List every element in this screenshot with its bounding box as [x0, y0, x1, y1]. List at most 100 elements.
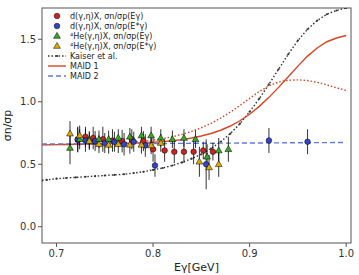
legend-label: MAID 1 — [70, 62, 99, 71]
data-point — [105, 141, 112, 147]
legend-line — [48, 65, 66, 66]
data-point — [162, 148, 168, 154]
line-point — [113, 174, 115, 176]
line-point — [239, 123, 241, 125]
line-point — [162, 167, 164, 169]
line-point — [306, 28, 308, 30]
y-tick — [38, 101, 42, 102]
data-point — [67, 130, 74, 136]
data-point — [152, 163, 158, 169]
data-point — [96, 141, 103, 147]
data-point — [171, 149, 177, 155]
data-point — [305, 139, 311, 145]
data-point — [67, 144, 74, 150]
line-point — [152, 169, 154, 171]
data-point — [138, 141, 145, 147]
data-point — [204, 153, 211, 159]
data-point — [105, 136, 112, 142]
data-point — [210, 149, 216, 155]
data-point — [126, 133, 133, 139]
line-point — [123, 173, 125, 175]
line-point — [55, 178, 57, 180]
x-tick — [56, 243, 57, 247]
data-point — [215, 161, 222, 167]
legend-label: ⁴He(γ,η)X, σn/σp(E*γ) — [70, 42, 156, 51]
data-point — [115, 134, 122, 140]
line-point — [75, 176, 77, 178]
legend: d(γ,η)X, σn/σp(Eγ)d(γ,η)X, σn/σp(E*γ)⁴He… — [48, 12, 156, 81]
data-point — [266, 138, 272, 144]
series-line — [42, 8, 346, 181]
line-point — [258, 98, 260, 100]
plot-area — [42, 8, 347, 189]
data-point — [148, 132, 155, 138]
data-point — [215, 147, 222, 153]
line-point — [133, 172, 135, 174]
plot-frame — [42, 8, 351, 243]
line-point — [42, 179, 43, 181]
legend-label: ⁴He(γ,η)X, σn/σp(Eγ) — [70, 32, 152, 41]
data-point — [121, 141, 127, 147]
line-point — [104, 174, 106, 176]
legend-marker — [54, 13, 60, 19]
y-axis-label: σn/σp — [1, 110, 14, 142]
line-point — [287, 53, 289, 55]
data-point — [225, 146, 232, 152]
y-tick-label: 0.5 — [20, 159, 36, 170]
x-tick — [346, 243, 347, 247]
lines — [42, 8, 347, 182]
data-point — [196, 158, 203, 164]
y-tick — [38, 164, 42, 165]
data-point — [206, 164, 213, 170]
line-point — [316, 19, 318, 21]
line-point — [326, 13, 328, 15]
legend-marker — [56, 55, 58, 57]
legend-label: MAID 2 — [70, 72, 99, 81]
y-tick-label: 1.0 — [20, 96, 36, 107]
x-tick-label: 0.7 — [49, 248, 65, 259]
line-point — [345, 8, 347, 9]
legend-label: Kaiser et al. — [70, 52, 117, 61]
line-point — [65, 177, 67, 179]
points — [67, 130, 311, 170]
line-point — [277, 68, 279, 70]
axes: 0.70.80.91.00.00.51.01.5 — [20, 34, 354, 259]
line-point — [94, 175, 96, 177]
y-tick — [38, 226, 42, 227]
legend-line — [48, 55, 66, 56]
data-point — [200, 148, 206, 154]
error-bars — [70, 121, 308, 189]
chart: 0.70.80.91.00.00.51.01.5Eγ[GeV]σn/σpd(γ,… — [0, 0, 359, 275]
data-point — [169, 136, 176, 142]
legend-marker — [54, 42, 61, 48]
legend-line — [48, 75, 66, 76]
data-point — [191, 149, 197, 155]
data-point — [181, 149, 187, 155]
line-point — [249, 111, 251, 113]
data-point — [148, 142, 155, 148]
y-tick — [38, 39, 42, 40]
series-line — [42, 36, 346, 145]
x-tick — [153, 243, 154, 247]
data-point — [115, 141, 122, 147]
line-point — [84, 176, 86, 178]
line-point — [335, 9, 337, 11]
data-point — [131, 139, 137, 145]
line-point — [46, 179, 48, 181]
line-point — [297, 39, 299, 41]
y-tick-label: 1.5 — [20, 34, 36, 45]
data-point — [126, 141, 133, 147]
x-axis-label: Eγ[GeV] — [174, 261, 219, 274]
data-point — [192, 136, 199, 142]
legend-marker — [54, 23, 60, 29]
legend-label: d(γ,η)X, σn/σp(Eγ) — [70, 12, 143, 21]
x-tick-label: 1.0 — [338, 248, 354, 259]
line-point — [191, 158, 193, 160]
line-point — [181, 161, 183, 163]
data-point — [86, 138, 93, 144]
line-point — [200, 153, 202, 155]
data-point — [157, 139, 164, 145]
x-tick-label: 0.8 — [145, 248, 161, 259]
data-point — [181, 134, 188, 140]
line-point — [171, 164, 173, 166]
